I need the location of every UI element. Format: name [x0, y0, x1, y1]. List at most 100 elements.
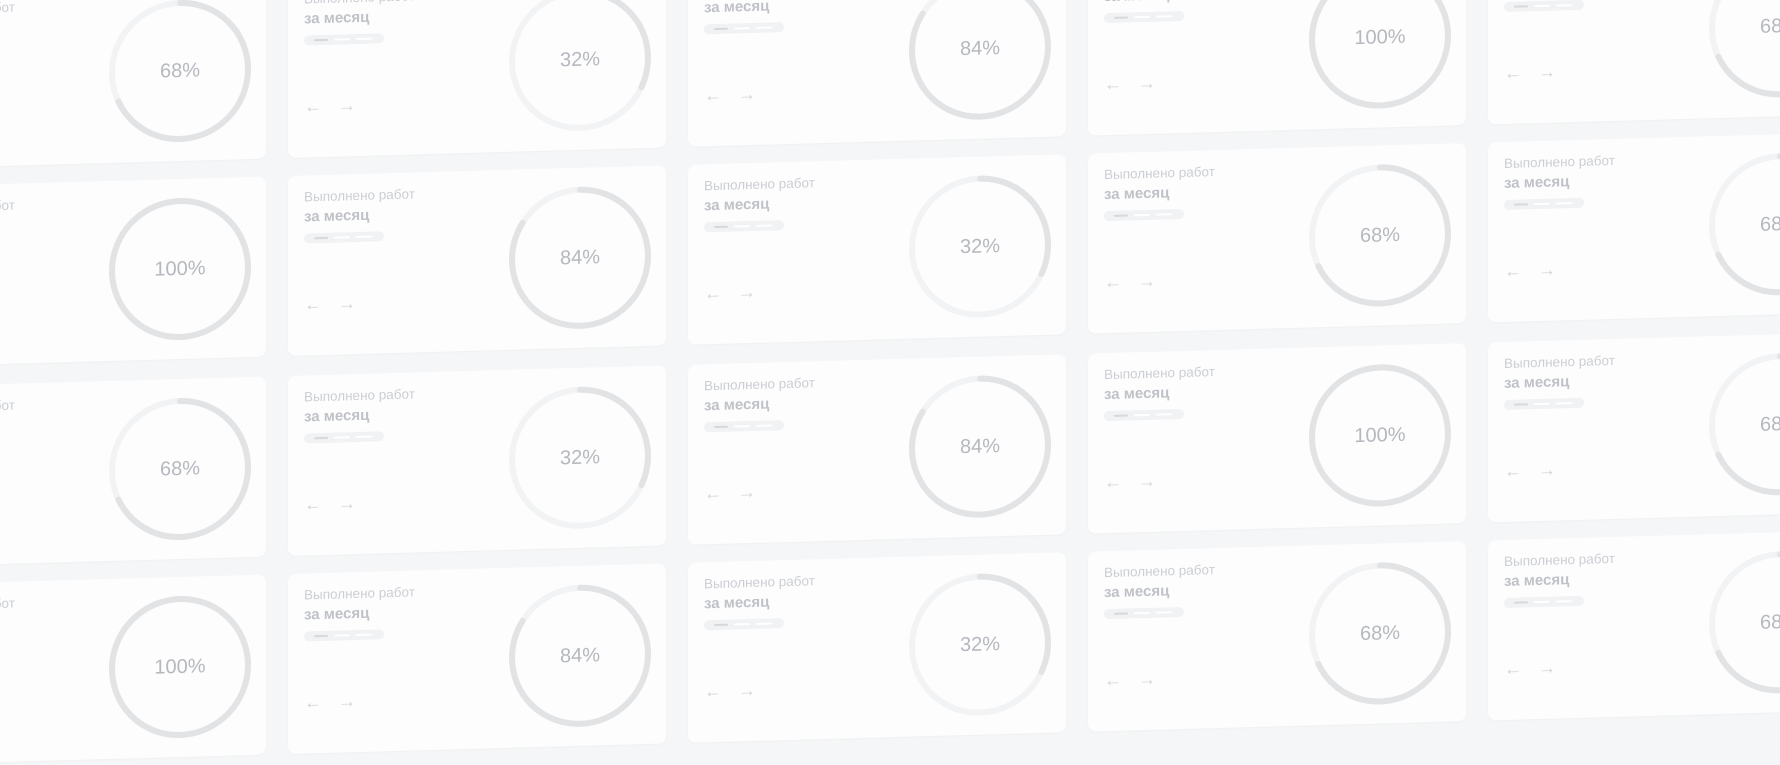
- arrow-left-icon[interactable]: ←: [1104, 471, 1122, 493]
- slide-dot[interactable]: [1114, 16, 1128, 19]
- slide-dot[interactable]: [314, 634, 328, 638]
- slide-dot[interactable]: [356, 37, 372, 41]
- slide-dot[interactable]: [734, 27, 750, 30]
- arrow-left-icon[interactable]: ←: [1104, 271, 1122, 293]
- card-subtitle: за месяц: [304, 8, 370, 28]
- arrow-left-icon[interactable]: ←: [1504, 260, 1522, 281]
- card-title: Выполнено работ: [1504, 352, 1615, 371]
- arrow-right-icon[interactable]: →: [1538, 657, 1556, 679]
- slide-dot[interactable]: [734, 623, 750, 626]
- slide-dot[interactable]: [1134, 611, 1150, 615]
- slide-dot[interactable]: [1134, 15, 1150, 19]
- slide-dot[interactable]: [1556, 402, 1572, 405]
- slide-dot[interactable]: [356, 235, 372, 239]
- slide-dot[interactable]: [1556, 202, 1572, 205]
- card-subtitle: за месяц: [704, 195, 770, 215]
- progress-ring: 68%: [1708, 150, 1780, 298]
- slide-dot[interactable]: [334, 38, 350, 41]
- slide-dot[interactable]: [734, 225, 750, 228]
- slide-dot[interactable]: [314, 236, 328, 240]
- slide-dot[interactable]: [1534, 600, 1550, 604]
- slide-dot[interactable]: [1114, 414, 1128, 417]
- arrow-left-icon[interactable]: ←: [1504, 460, 1522, 481]
- slide-dot[interactable]: [1534, 402, 1550, 406]
- slide-dot[interactable]: [714, 623, 728, 627]
- slide-indicator: [1104, 606, 1184, 620]
- slide-dot[interactable]: [1514, 203, 1528, 206]
- slide-dot[interactable]: [1514, 601, 1528, 604]
- arrow-left-icon[interactable]: ←: [704, 482, 722, 504]
- arrow-left-icon[interactable]: ←: [304, 692, 322, 713]
- slide-dot[interactable]: [1134, 413, 1150, 417]
- slide-dot[interactable]: [314, 436, 328, 440]
- slide-dot[interactable]: [1134, 213, 1150, 217]
- slide-dot[interactable]: [1514, 403, 1528, 406]
- arrow-left-icon[interactable]: ←: [1504, 658, 1522, 679]
- arrow-right-icon[interactable]: →: [338, 95, 356, 116]
- arrow-right-icon[interactable]: →: [338, 293, 356, 314]
- arrow-left-icon[interactable]: ←: [704, 282, 722, 304]
- arrow-left-icon[interactable]: ←: [1104, 669, 1122, 691]
- arrow-left-icon[interactable]: ←: [304, 494, 322, 515]
- slide-dot[interactable]: [314, 38, 328, 42]
- slide-dot[interactable]: [1556, 600, 1572, 603]
- arrow-right-icon[interactable]: →: [1538, 459, 1556, 481]
- slide-dot[interactable]: [1156, 15, 1172, 18]
- card-title: Выполнено работ: [304, 386, 415, 405]
- arrow-left-icon[interactable]: ←: [1504, 62, 1522, 83]
- arrow-left-icon[interactable]: ←: [1104, 73, 1122, 95]
- arrow-right-icon[interactable]: →: [738, 481, 756, 503]
- arrow-left-icon[interactable]: ←: [304, 294, 322, 315]
- slide-dot[interactable]: [1156, 413, 1172, 416]
- progress-percent: 100%: [154, 257, 206, 281]
- slide-dot[interactable]: [714, 225, 728, 229]
- slide-dot[interactable]: [356, 435, 372, 439]
- slide-dot[interactable]: [1534, 202, 1550, 206]
- card-subtitle: за месяц: [704, 0, 770, 17]
- arrow-right-icon[interactable]: →: [1138, 668, 1156, 690]
- progress-percent: 68%: [1359, 621, 1401, 646]
- slide-dot[interactable]: [1556, 4, 1572, 7]
- arrow-right-icon[interactable]: →: [338, 493, 356, 514]
- card-title: Выполнено работ: [704, 573, 815, 592]
- slide-dot[interactable]: [756, 26, 772, 29]
- arrow-right-icon[interactable]: →: [738, 281, 756, 303]
- slide-dot[interactable]: [1114, 612, 1128, 615]
- slide-dot[interactable]: [1114, 214, 1128, 217]
- progress-ring: 68%: [108, 0, 252, 145]
- arrow-right-icon[interactable]: →: [1538, 61, 1556, 83]
- arrow-left-icon[interactable]: ←: [704, 84, 722, 106]
- slide-dot[interactable]: [356, 633, 372, 637]
- slide-dot[interactable]: [734, 425, 750, 428]
- progress-ring-graphic: [509, 0, 651, 131]
- arrow-left-icon[interactable]: ←: [304, 96, 322, 117]
- slide-dot[interactable]: [1156, 611, 1172, 614]
- arrow-right-icon[interactable]: →: [738, 679, 756, 701]
- slide-dot[interactable]: [1156, 213, 1172, 216]
- slide-dot[interactable]: [756, 224, 772, 227]
- slide-dot[interactable]: [334, 236, 350, 239]
- arrow-right-icon[interactable]: →: [1538, 259, 1556, 281]
- slide-dot[interactable]: [334, 634, 350, 637]
- slide-dot[interactable]: [334, 436, 350, 439]
- arrow-right-icon[interactable]: →: [1138, 470, 1156, 492]
- arrow-left-icon[interactable]: ←: [704, 680, 722, 702]
- slide-dot[interactable]: [714, 425, 728, 429]
- slide-indicator: [304, 33, 384, 46]
- slide-dot[interactable]: [756, 622, 772, 625]
- arrow-right-icon[interactable]: →: [338, 691, 356, 712]
- slide-dot[interactable]: [756, 424, 772, 427]
- slide-indicator: [304, 629, 384, 642]
- arrow-right-icon[interactable]: →: [738, 83, 756, 105]
- progress-percent: 84%: [559, 246, 601, 270]
- slide-dot[interactable]: [714, 27, 728, 31]
- arrow-right-icon[interactable]: →: [1138, 72, 1156, 94]
- slide-dot[interactable]: [1534, 4, 1550, 8]
- arrow-right-icon[interactable]: →: [1138, 270, 1156, 292]
- progress-ring: 68%: [108, 395, 252, 543]
- slide-dot[interactable]: [1514, 5, 1528, 8]
- progress-ring: 68%: [1308, 161, 1452, 309]
